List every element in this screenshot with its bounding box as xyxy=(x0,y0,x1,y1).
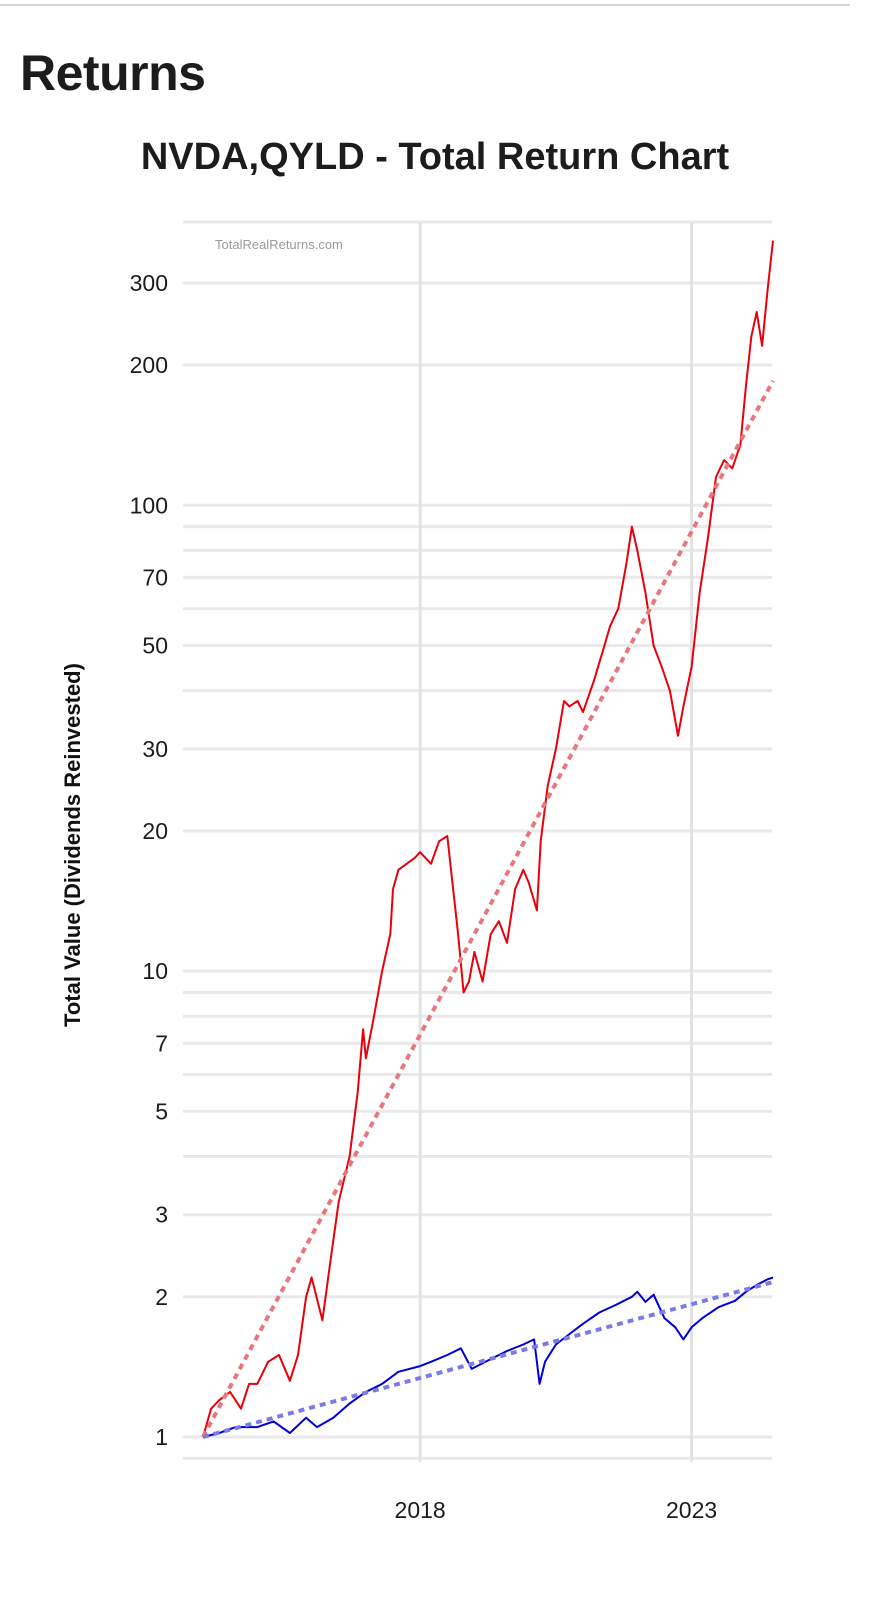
y-tick-label: 10 xyxy=(142,958,168,984)
watermark-text: TotalRealReturns.com xyxy=(215,237,343,252)
y-tick-label: 300 xyxy=(130,270,168,296)
y-tick-label: 100 xyxy=(130,492,168,518)
y-tick-label: 2 xyxy=(155,1284,168,1310)
y-tick-label: 50 xyxy=(142,633,168,659)
y-tick-label: 30 xyxy=(142,736,168,762)
top-divider xyxy=(0,4,850,6)
y-tick-label: 5 xyxy=(155,1098,168,1124)
y-tick-label: 1 xyxy=(155,1424,168,1450)
trend-line-2 xyxy=(201,379,775,1438)
x-tick-label: 2018 xyxy=(395,1497,446,1523)
y-tick-label: 200 xyxy=(130,352,168,378)
y-axis-title: Total Value (Dividends Reinvested) xyxy=(60,663,85,1027)
chart-title: NVDA,QYLD - Total Return Chart xyxy=(140,136,730,178)
y-tick-label: 3 xyxy=(155,1202,168,1228)
series-line-0 xyxy=(202,240,774,1438)
series-line-1 xyxy=(202,1276,774,1438)
section-heading: Returns xyxy=(20,45,206,101)
y-tick-label: 20 xyxy=(142,818,168,844)
y-tick-label: 70 xyxy=(142,564,168,590)
x-tick-label: 2023 xyxy=(666,1497,717,1523)
y-tick-label: 7 xyxy=(155,1030,168,1056)
